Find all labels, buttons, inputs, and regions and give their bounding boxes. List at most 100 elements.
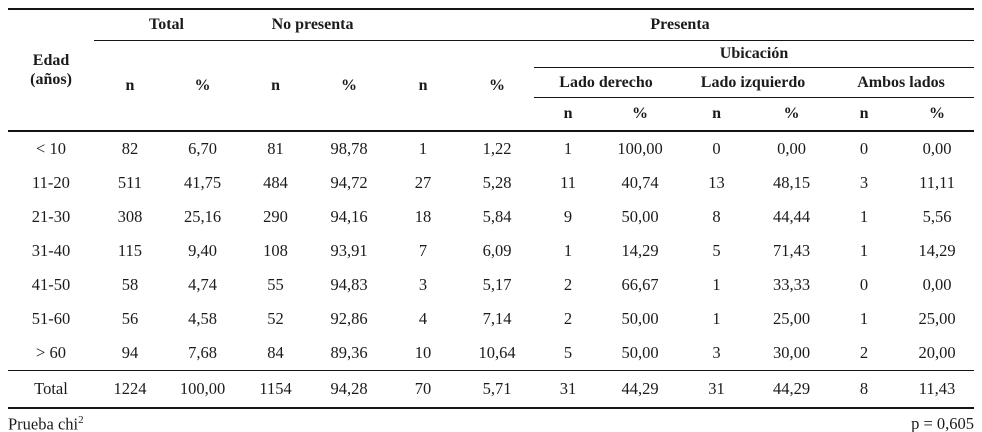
cell-izquierdo-n: 5: [712, 241, 721, 261]
cell-ambos-n: 0: [828, 130, 901, 166]
cell-edad: 41-50: [31, 275, 71, 295]
cell-presenta-pct: 5,17: [482, 275, 512, 295]
chi-square-note-text: Prueba chi: [8, 414, 79, 432]
cell-derecho-pct: 66,67: [621, 275, 659, 295]
col-group-total: Total: [94, 9, 240, 41]
cell-total-n: 1224: [94, 370, 166, 409]
cell-derecho-pct: 40,74: [621, 173, 659, 193]
statistics-table: Edad (años) Total No presenta Presenta n …: [8, 8, 975, 409]
cell-ambos-pct: 0,00: [900, 130, 975, 166]
cell-izquierdo-pct: 33,33: [772, 275, 811, 295]
cell-no-presenta-pct: 94,28: [312, 370, 387, 409]
cell-izquierdo-n: 8: [712, 207, 721, 227]
cell-total-pct: 7,68: [188, 343, 217, 363]
col-group-ubicacion: Ubicación: [534, 40, 975, 68]
cell-ambos-pct: 25,00: [918, 309, 956, 329]
cell-presenta-n: 4: [418, 309, 428, 329]
cell-ambos-n: 1: [859, 241, 869, 261]
cell-izquierdo-pct: 0,00: [755, 130, 829, 166]
chi-square-superscript: 2: [78, 414, 84, 426]
cell-total-n: 94: [121, 343, 139, 363]
cell-no-presenta-pct: 94,16: [330, 207, 368, 227]
cell-no-presenta-n: 484: [263, 173, 288, 193]
cell-presenta-pct: 5,28: [482, 173, 512, 193]
edad-label-line2: (años): [30, 71, 72, 88]
cell-total-n: 308: [117, 207, 143, 227]
table-row: 31-40 115 9,40 108 93,91 7 6,09 1 14,29 …: [8, 234, 974, 268]
cell-izquierdo-n: 1: [712, 275, 721, 295]
cell-ambos-n: 3: [859, 173, 869, 193]
col-group-no-presenta: No presenta: [239, 9, 387, 41]
col-group-ambos-lados: Ambos lados: [828, 67, 975, 98]
cell-derecho-pct: 50,00: [621, 343, 659, 363]
cell-no-presenta-n: 84: [267, 343, 284, 363]
cell-no-presenta-n: 290: [263, 207, 288, 227]
table-row: 51-60 56 4,58 52 92,86 4 7,14 2 50,00 1 …: [8, 302, 974, 336]
cell-ambos-pct: 11,11: [919, 173, 955, 193]
cell-total-n: 511: [117, 173, 143, 193]
col-header-edad: Edad (años): [8, 9, 94, 131]
cell-no-presenta-pct: 94,72: [330, 173, 368, 193]
cell-derecho-pct: 44,29: [602, 370, 679, 409]
cell-derecho-n: 1: [563, 241, 573, 261]
cell-total-pct: 4,58: [188, 309, 217, 329]
header-pct-ambos-lados: %: [929, 105, 946, 123]
cell-no-presenta-n: 108: [263, 241, 288, 261]
header-row-lados: Lado derecho Lado izquierdo Ambos lados: [8, 67, 975, 98]
table-footnotes: Prueba chi2 p = 0,605: [8, 409, 974, 432]
cell-total-pct: 6,70: [166, 130, 240, 166]
cell-ambos-pct: 11,43: [900, 370, 975, 409]
header-n-lado-izquierdo: n: [712, 105, 721, 123]
cell-no-presenta-pct: 92,86: [330, 309, 368, 329]
cell-derecho-pct: 14,29: [621, 241, 659, 261]
cell-izquierdo-n: 0: [678, 130, 756, 166]
cell-derecho-n: 31: [534, 370, 603, 409]
cell-presenta-pct: 5,84: [482, 207, 512, 227]
cell-izquierdo-n: 1: [712, 309, 721, 329]
cell-derecho-n: 2: [563, 275, 573, 295]
header-n-presenta: n: [418, 76, 428, 94]
cell-derecho-n: 5: [563, 343, 573, 363]
p-value: p = 0,605: [911, 414, 974, 432]
header-row-ubicacion: n % n % n % Ubicación: [8, 40, 975, 94]
cell-edad: 51-60: [31, 309, 71, 329]
cell-izquierdo-pct: 44,29: [755, 370, 829, 409]
cell-total-pct: 100,00: [166, 370, 240, 409]
header-pct-total: %: [194, 76, 211, 94]
cell-presenta-n: 3: [418, 275, 428, 295]
header-n-ambos-lados: n: [859, 105, 869, 123]
cell-no-presenta-pct: 89,36: [330, 343, 368, 363]
table-row-total: Total 1224 100,00 1154 94,28 70 5,71 31 …: [8, 370, 975, 409]
cell-edad: < 10: [8, 130, 94, 166]
header-pct-no-presenta: %: [341, 76, 358, 94]
chi-square-note: Prueba chi2: [8, 414, 84, 432]
col-group-lado-derecho: Lado derecho: [534, 67, 679, 98]
cell-total-n: 82: [94, 130, 166, 166]
cell-no-presenta-n: 52: [267, 309, 284, 329]
header-n-total: n: [125, 76, 135, 94]
cell-no-presenta-n: 1154: [239, 370, 313, 409]
table-row: 11-20 511 41,75 484 94,72 27 5,28 11 40,…: [8, 166, 974, 200]
cell-ambos-n: 2: [859, 343, 869, 363]
cell-total-n: 56: [121, 309, 139, 329]
cell-izquierdo-pct: 48,15: [772, 173, 811, 193]
table-row: < 10 82 6,70 81 98,78 1 1,22 1 100,00 0 …: [8, 130, 975, 166]
col-group-lado-izquierdo: Lado izquierdo: [678, 67, 829, 98]
cell-presenta-pct: 5,71: [460, 370, 535, 409]
cell-izquierdo-pct: 30,00: [772, 343, 811, 363]
cell-derecho-n: 11: [560, 173, 576, 193]
edad-label-line1: Edad: [32, 51, 70, 69]
cell-derecho-pct: 100,00: [602, 130, 679, 166]
cell-presenta-pct: 7,14: [482, 309, 512, 329]
cell-ambos-pct: 0,00: [922, 275, 952, 295]
cell-izquierdo-pct: 71,43: [772, 241, 811, 261]
cell-edad: 21-30: [31, 207, 71, 227]
cell-ambos-pct: 20,00: [918, 343, 956, 363]
cell-presenta-n: 10: [414, 343, 432, 363]
header-row-sublabels: n % n % n %: [8, 98, 974, 132]
cell-derecho-n: 1: [534, 130, 603, 166]
header-pct-lado-izquierdo: %: [783, 105, 800, 123]
table-row: 41-50 58 4,74 55 94,83 3 5,17 2 66,67 1 …: [8, 268, 974, 302]
cell-presenta-n: 18: [414, 207, 432, 227]
